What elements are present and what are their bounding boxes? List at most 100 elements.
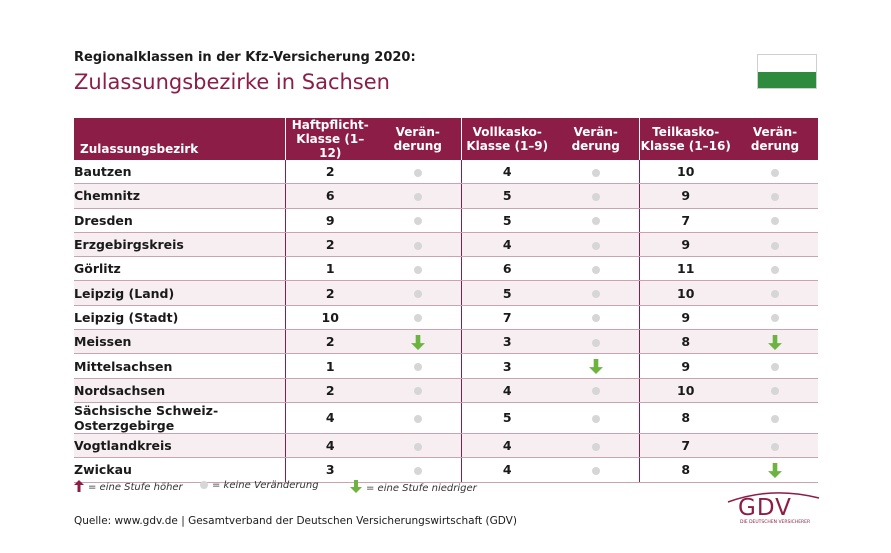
- vollkasko-class: 4: [460, 433, 553, 459]
- haftpflicht-change: [375, 305, 461, 331]
- no-change-dot-icon: [771, 387, 779, 396]
- district-name: Sächsische Schweiz-Osterzgebirge: [74, 402, 285, 434]
- district-name: Dresden: [74, 208, 285, 233]
- teilkasko-change: [732, 256, 818, 282]
- no-change-dot-icon: [591, 314, 600, 323]
- vollkasko-change: [553, 433, 639, 459]
- district-name: Leipzig (Land): [74, 280, 285, 306]
- table-row: Mittelsachsen 1 3 9: [74, 353, 818, 379]
- no-change-dot-icon: [413, 192, 422, 201]
- table-row: Leipzig (Stadt) 10 7 9: [74, 305, 818, 331]
- no-change-dot-icon: [771, 314, 779, 323]
- vollkasko-class: 4: [460, 378, 553, 403]
- haftpflicht-class: 1: [284, 256, 375, 282]
- no-change-dot-icon: [771, 241, 779, 250]
- vollkasko-class: 3: [460, 353, 553, 379]
- no-change-dot-icon: [591, 338, 600, 347]
- haftpflicht-change: [375, 402, 461, 434]
- haftpflicht-class: 4: [284, 433, 375, 459]
- district-name: Zwickau: [74, 457, 285, 483]
- no-change-dot-icon: [591, 192, 600, 201]
- vollkasko-change: [553, 378, 639, 403]
- haftpflicht-class: 9: [284, 208, 375, 233]
- vollkasko-class: 6: [460, 256, 553, 282]
- arrow-down-icon: [768, 334, 782, 350]
- teilkasko-change: [732, 305, 818, 331]
- arrow-down-icon: [410, 334, 425, 350]
- table-row: Nordsachsen 2 4 10: [74, 378, 818, 403]
- haftpflicht-class: 2: [284, 280, 375, 306]
- vollkasko-change: [553, 160, 639, 185]
- vollkasko-class: 5: [460, 280, 553, 306]
- vollkasko-class: 3: [460, 329, 553, 355]
- teilkasko-class: 10: [638, 160, 732, 185]
- no-change-dot-icon: [771, 290, 779, 299]
- no-change-dot-icon: [771, 192, 779, 201]
- legend-down: = eine Stufe niedriger: [350, 480, 477, 494]
- district-name: Leipzig (Stadt): [74, 305, 285, 331]
- page-title: Zulassungsbezirke in Sachsen: [74, 70, 390, 94]
- vollkasko-change: [553, 256, 639, 282]
- column-header-haft-change: Verän-derung: [375, 118, 461, 160]
- teilkasko-class: 7: [638, 208, 732, 233]
- arrow-down-icon: [588, 359, 603, 375]
- teilkasko-class: 8: [638, 402, 732, 434]
- haftpflicht-class: 2: [284, 378, 375, 403]
- district-name: Chemnitz: [74, 183, 285, 209]
- table-row: Meissen 2 3 8: [74, 329, 818, 355]
- no-change-dot-icon: [413, 168, 422, 177]
- no-change-dot-icon: [591, 387, 600, 396]
- teilkasko-class: 8: [638, 329, 732, 355]
- haftpflicht-change: [375, 378, 461, 403]
- no-change-dot-icon: [413, 442, 422, 451]
- no-change-dot-icon: [413, 387, 422, 396]
- legend-up-label: = eine Stufe höher: [88, 482, 183, 493]
- vollkasko-class: 4: [460, 160, 553, 185]
- haftpflicht-change: [375, 280, 461, 306]
- haftpflicht-change: [375, 256, 461, 282]
- table-row: Görlitz 1 6 11: [74, 256, 818, 282]
- no-change-dot-icon: [413, 363, 422, 372]
- haftpflicht-class: 1: [284, 353, 375, 379]
- subtitle: Regionalklassen in der Kfz-Versicherung …: [74, 50, 416, 65]
- teilkasko-change: [732, 280, 818, 306]
- haftpflicht-class: 3: [284, 457, 375, 483]
- vollkasko-class: 4: [460, 457, 553, 483]
- column-header-teil-change: Verän-derung: [732, 118, 818, 160]
- teilkasko-change: [732, 353, 818, 379]
- teilkasko-change: [732, 378, 818, 403]
- table-row: Chemnitz 6 5 9: [74, 183, 818, 209]
- haftpflicht-change: [375, 457, 461, 483]
- haftpflicht-class: 10: [284, 305, 375, 331]
- teilkasko-class: 11: [638, 256, 732, 282]
- table-row: Erzgebirgskreis 2 4 9: [74, 232, 818, 258]
- haftpflicht-class: 4: [284, 402, 375, 434]
- source-note: Quelle: www.gdv.de | Gesamtverband der D…: [74, 515, 517, 527]
- no-change-dot-icon: [591, 442, 600, 451]
- no-change-dot-icon: [771, 265, 779, 274]
- district-name: Vogtlandkreis: [74, 433, 285, 459]
- vollkasko-change: [553, 457, 639, 483]
- column-header-teilkasko: Teilkasko- Klasse (1–16): [638, 118, 732, 160]
- no-change-dot-icon: [413, 217, 422, 226]
- vollkasko-change: [553, 280, 639, 306]
- table-row: Leipzig (Land) 2 5 10: [74, 280, 818, 306]
- no-change-dot-icon: [591, 414, 600, 423]
- vollkasko-change: [553, 183, 639, 209]
- dot-icon: [200, 481, 208, 489]
- no-change-dot-icon: [413, 466, 422, 475]
- teilkasko-class: 10: [638, 280, 732, 306]
- vollkasko-change: [553, 402, 639, 434]
- no-change-dot-icon: [771, 168, 779, 177]
- no-change-dot-icon: [591, 168, 600, 177]
- district-name: Bautzen: [74, 160, 285, 185]
- teilkasko-class: 7: [638, 433, 732, 459]
- district-name: Mittelsachsen: [74, 353, 285, 379]
- table-row: Sächsische Schweiz-Osterzgebirge 4 5 8: [74, 402, 818, 434]
- no-change-dot-icon: [591, 290, 600, 299]
- column-header-district: Zulassungsbezirk: [74, 118, 285, 160]
- teilkasko-change: [732, 160, 818, 185]
- district-name: Meissen: [74, 329, 285, 355]
- teilkasko-change: [732, 402, 818, 434]
- legend-down-label: = eine Stufe niedriger: [366, 483, 477, 494]
